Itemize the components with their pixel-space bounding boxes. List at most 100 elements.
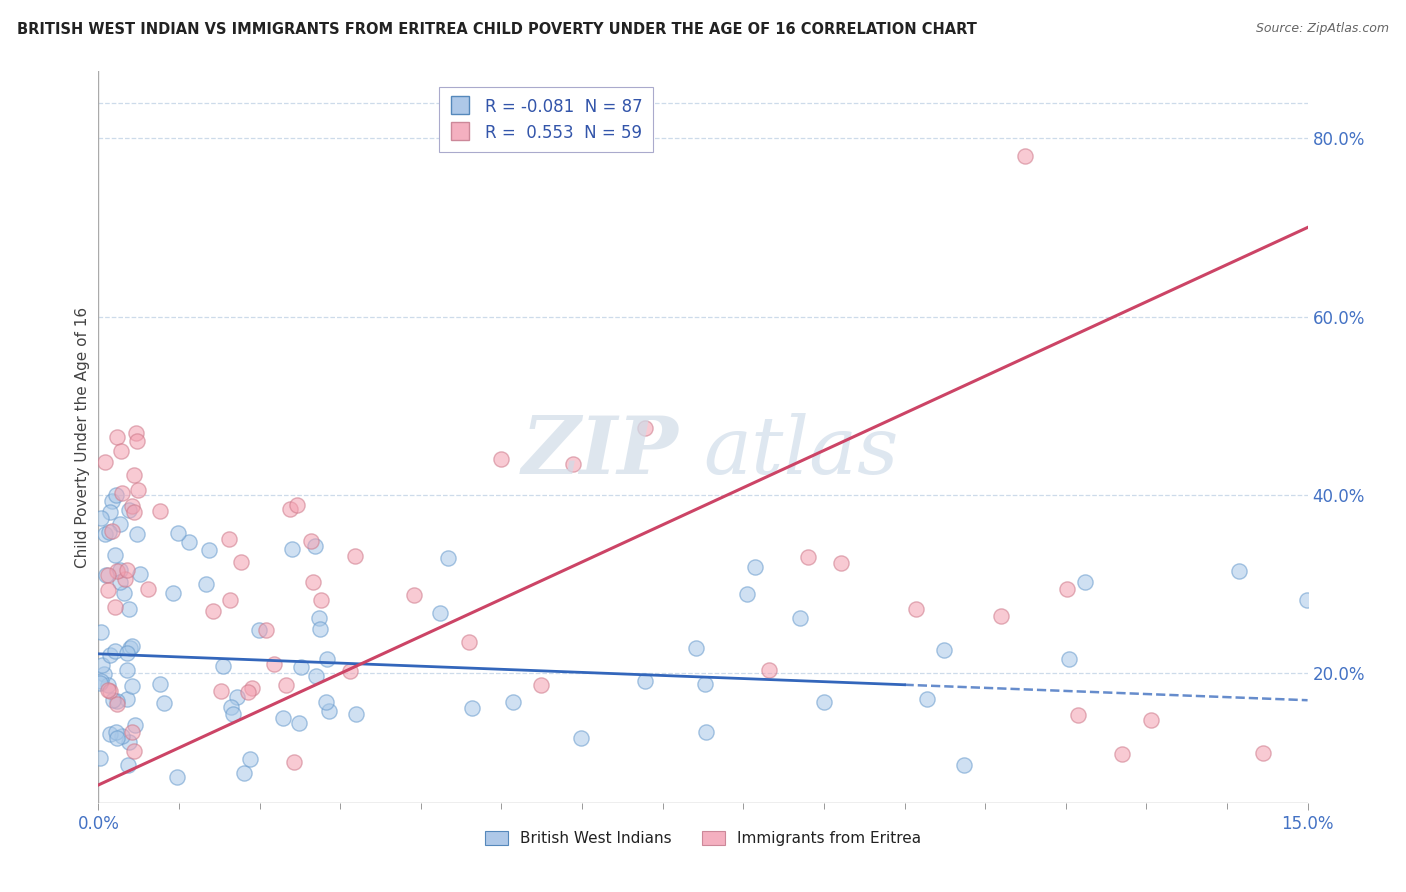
Point: [813, 695, 835, 709]
Point: [283, 755, 305, 769]
Point: [118, 601, 141, 615]
Point: [735, 587, 758, 601]
Point: [122, 743, 145, 757]
Point: [569, 731, 592, 745]
Point: [98, 684, 121, 698]
Point: [1229, 564, 1251, 578]
Point: [167, 525, 190, 540]
Point: [561, 458, 583, 472]
Point: [115, 646, 138, 660]
Point: [101, 693, 124, 707]
Point: [97, 678, 120, 692]
Point: [491, 452, 513, 467]
Point: [344, 707, 367, 722]
Point: [117, 758, 139, 772]
Point: [110, 575, 132, 590]
Point: [758, 663, 780, 677]
Point: [115, 563, 138, 577]
Point: [304, 539, 326, 553]
Point: [121, 499, 143, 513]
Point: [114, 572, 136, 586]
Point: [120, 641, 142, 656]
Point: [232, 766, 254, 780]
Point: [685, 641, 707, 656]
Point: [530, 678, 553, 692]
Point: [315, 695, 337, 709]
Point: [162, 586, 184, 600]
Point: [201, 604, 224, 618]
Point: [110, 444, 132, 458]
Point: [1295, 592, 1317, 607]
Point: [179, 535, 201, 549]
Point: [308, 610, 330, 624]
Point: [105, 697, 128, 711]
Point: [247, 624, 270, 638]
Point: [1073, 575, 1095, 590]
Point: [97, 567, 120, 582]
Point: [225, 690, 247, 704]
Point: [149, 504, 172, 518]
Point: [121, 639, 143, 653]
Point: [90, 624, 112, 639]
Point: [905, 602, 928, 616]
Point: [127, 434, 149, 448]
Point: [105, 430, 128, 444]
Point: [111, 486, 134, 500]
Point: [460, 701, 482, 715]
Point: [437, 550, 460, 565]
Point: [744, 560, 766, 574]
Point: [212, 659, 235, 673]
Point: [229, 555, 252, 569]
Point: [105, 694, 128, 708]
Point: [218, 532, 240, 546]
Point: [104, 644, 127, 658]
Point: [149, 677, 172, 691]
Point: [1111, 747, 1133, 761]
Point: [124, 426, 146, 441]
Point: [122, 505, 145, 519]
Point: [1251, 746, 1274, 760]
Point: [93, 527, 115, 541]
Point: [932, 643, 955, 657]
Point: [153, 696, 176, 710]
Point: [1139, 713, 1161, 727]
Point: [240, 681, 263, 695]
Point: [110, 563, 132, 577]
Point: [343, 549, 366, 563]
Point: [1056, 582, 1078, 596]
Point: [117, 692, 139, 706]
Point: [121, 725, 143, 739]
Point: [105, 488, 128, 502]
Point: [1059, 652, 1081, 666]
Point: [1014, 149, 1036, 163]
Point: [98, 524, 121, 539]
Point: [316, 652, 339, 666]
Point: [302, 574, 325, 589]
Point: [90, 674, 112, 689]
Point: [117, 502, 139, 516]
Point: [219, 700, 242, 714]
Point: [100, 494, 122, 508]
Point: [118, 735, 141, 749]
Point: [318, 704, 340, 718]
Point: [90, 511, 112, 525]
Point: [633, 673, 655, 688]
Point: [97, 582, 120, 597]
Point: [299, 534, 322, 549]
Point: [634, 421, 657, 435]
Point: [104, 724, 127, 739]
Point: [830, 556, 852, 570]
Point: [290, 660, 312, 674]
Text: ZIP: ZIP: [522, 413, 679, 491]
Point: [128, 567, 150, 582]
Point: [110, 517, 132, 532]
Point: [98, 505, 121, 519]
Point: [238, 685, 260, 699]
Point: [89, 676, 111, 690]
Point: [97, 683, 120, 698]
Point: [112, 586, 135, 600]
Point: [797, 549, 820, 564]
Point: [789, 611, 811, 625]
Point: [105, 731, 128, 745]
Point: [953, 758, 976, 772]
